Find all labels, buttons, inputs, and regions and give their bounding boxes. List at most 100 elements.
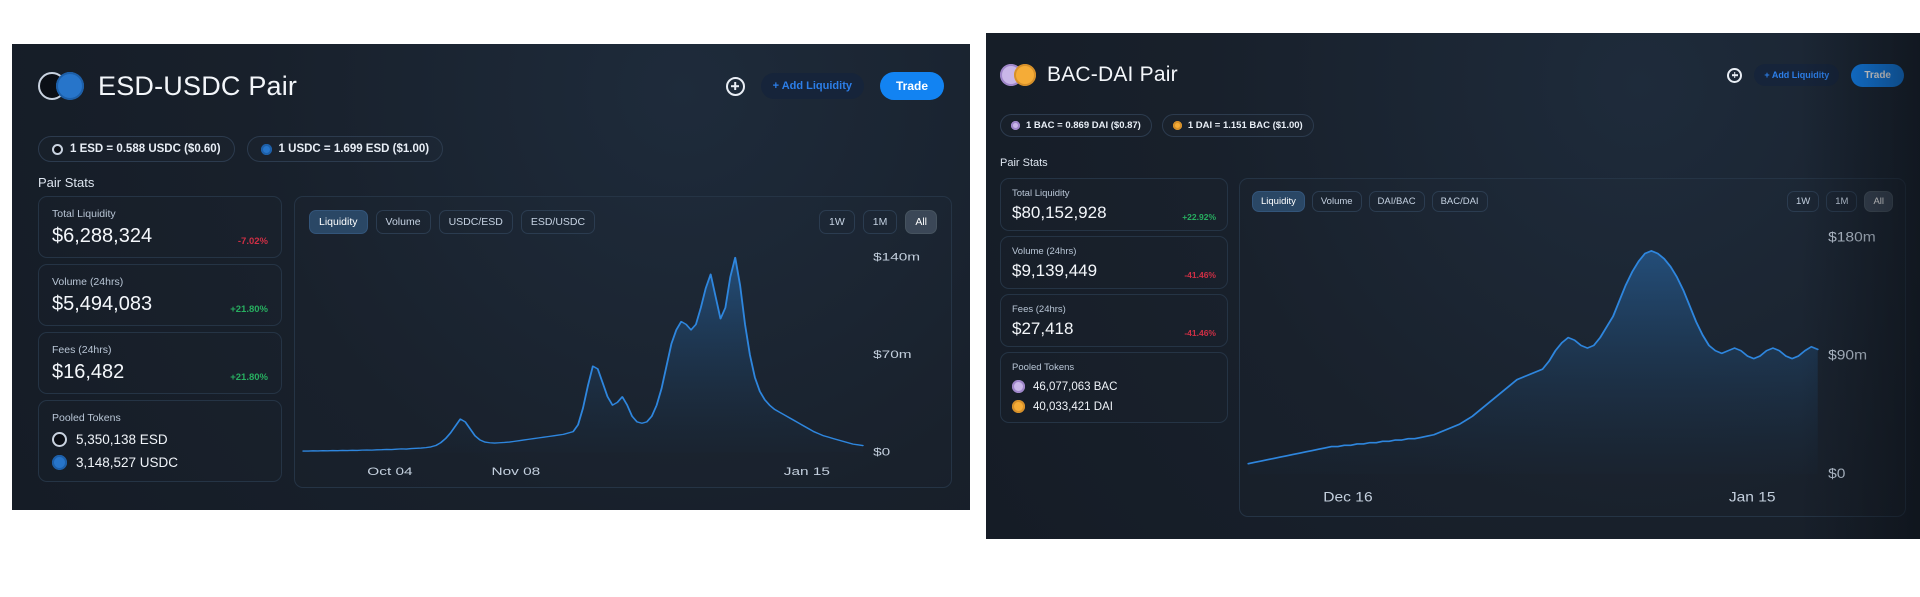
rate-pill-label: 1 BAC = 0.869 DAI ($0.87) [1026,120,1141,131]
dai-coin-icon [1014,64,1036,86]
stat-label: Fees (24hrs) [52,344,112,356]
stat-value: $6,288,324 [52,225,153,247]
stat-card-volume-24hrs: Volume (24hrs) $5,494,083 +21.80% [38,264,282,326]
svg-text:Jan 15: Jan 15 [784,465,830,478]
rate-pill-esd[interactable]: 1 ESD = 0.588 USDC ($0.60) [38,136,235,162]
svg-text:$180m: $180m [1828,230,1876,245]
chart-range-1m[interactable]: 1M [1826,191,1858,212]
stat-change: +22.92% [1182,211,1216,222]
chart-tab-dai-bac[interactable]: DAI/BAC [1368,191,1425,212]
bac-coin-icon [1012,380,1025,393]
dai-coin-icon [1012,400,1025,413]
rate-pills: 1 ESD = 0.588 USDC ($0.60) 1 USDC = 1.69… [38,136,444,162]
chart-card: Liquidity Volume USDC/ESD ESD/USDC 1W 1M… [294,196,952,488]
pooled-token-row: 40,033,421 DAI [1012,400,1216,413]
stat-value: $80,152,928 [1012,203,1107,222]
stat-card-total-liquidity: Total Liquidity $6,288,324 -7.02% [38,196,282,258]
add-liquidity-button[interactable]: + Add Liquidity [1754,64,1840,86]
rate-pill-usdc[interactable]: 1 USDC = 1.699 ESD ($1.00) [246,136,444,162]
stat-change: -41.46% [1184,327,1216,338]
svg-text:$0: $0 [873,445,890,458]
svg-text:Jan 15: Jan 15 [1729,490,1776,505]
rate-pill-label: 1 ESD = 0.588 USDC ($0.60) [70,143,221,155]
esd-coin-icon [52,432,67,447]
rate-pill-label: 1 USDC = 1.699 ESD ($1.00) [278,143,430,155]
svg-text:$0: $0 [1828,467,1845,482]
chart-range-1w[interactable]: 1W [1786,191,1820,212]
stat-label: Pooled Tokens [52,412,121,424]
pooled-token-row: 3,148,527 USDC [52,455,268,470]
pooled-token-amount: 40,033,421 DAI [1033,400,1113,413]
svg-text:$70m: $70m [873,348,911,361]
esd-coin-icon [52,143,63,155]
header-actions: + Add Liquidity Trade [725,72,944,100]
chart-range-group: 1W 1M All [818,210,937,234]
dai-coin-icon [1172,121,1182,130]
pooled-token-amount: 3,148,527 USDC [76,455,179,470]
page-title: ESD-USDC Pair [98,70,298,101]
stat-value: $9,139,449 [1012,261,1098,280]
usdc-coin-icon [56,72,84,100]
pair-stats-list: Total Liquidity $80,152,928 +22.92% Volu… [1000,178,1228,423]
panel-header: ESD-USDC Pair + Add Liquidity Trade [38,66,944,106]
trade-button[interactable]: Trade [1851,63,1904,87]
chart-toolbar: Liquidity Volume DAI/BAC BAC/DAI 1W 1M A… [1240,191,1905,212]
chart-tab-liquidity[interactable]: Liquidity [309,210,368,234]
chart-tab-bac-dai[interactable]: BAC/DAI [1431,191,1488,212]
rate-pill-bac[interactable]: 1 BAC = 0.869 DAI ($0.87) [1000,114,1152,137]
stat-value: $27,418 [1012,319,1074,338]
trade-button[interactable]: Trade [879,72,944,100]
plus-circle-icon[interactable] [725,76,745,96]
chart-range-all[interactable]: All [1864,191,1893,212]
chart-tab-liquidity[interactable]: Liquidity [1252,191,1305,212]
svg-text:Dec 16: Dec 16 [1323,490,1372,505]
pair-stats-heading: Pair Stats [1000,157,1048,169]
stat-label: Pooled Tokens [1012,362,1075,373]
page-title: BAC-DAI Pair [1047,63,1178,86]
chart-toolbar: Liquidity Volume USDC/ESD ESD/USDC 1W 1M… [295,210,951,234]
header-actions: + Add Liquidity Trade [1727,63,1904,87]
stat-label: Total Liquidity [1012,188,1070,199]
chart-range-1m[interactable]: 1M [862,210,898,234]
stat-label: Total Liquidity [52,208,116,220]
chart-tab-esd-usdc[interactable]: ESD/USDC [520,210,596,234]
rate-pill-dai[interactable]: 1 DAI = 1.151 BAC ($1.00) [1161,114,1314,137]
svg-text:$90m: $90m [1828,348,1867,363]
stat-value: $16,482 [52,361,125,383]
svg-text:Nov 08: Nov 08 [492,465,541,478]
pair-stats-heading: Pair Stats [38,175,95,190]
stat-label: Fees (24hrs) [1012,304,1066,315]
stat-change: -7.02% [237,235,268,247]
stat-label: Volume (24hrs) [52,276,124,288]
svg-text:Oct 04: Oct 04 [367,465,413,478]
chart-range-1w[interactable]: 1W [818,210,855,234]
stat-change: -41.46% [1184,269,1216,280]
pair-panel-esd-usdc: ESD-USDC Pair + Add Liquidity Trade 1 ES… [12,44,970,510]
stat-card-pooled-tokens: Pooled Tokens 46,077,063 BAC 40,033,421 … [1000,352,1228,423]
chart-card: Liquidity Volume DAI/BAC BAC/DAI 1W 1M A… [1239,178,1906,517]
pooled-token-amount: 46,077,063 BAC [1033,380,1118,393]
usdc-coin-icon [52,455,67,470]
pair-logo [38,72,84,100]
stat-label: Volume (24hrs) [1012,246,1077,257]
stat-card-total-liquidity: Total Liquidity $80,152,928 +22.92% [1000,178,1228,231]
chart-tab-volume[interactable]: Volume [1311,191,1362,212]
stat-change: +21.80% [230,303,268,315]
plus-circle-icon[interactable] [1727,67,1743,83]
pooled-token-row: 46,077,063 BAC [1012,380,1216,393]
stat-value: $5,494,083 [52,293,153,315]
usdc-coin-icon [260,143,272,155]
chart-tab-usdc-esd[interactable]: USDC/ESD [438,210,513,234]
chart-range-all[interactable]: All [905,210,937,234]
stat-card-fees-24hrs: Fees (24hrs) $16,482 +21.80% [38,332,282,394]
bac-coin-icon [1011,121,1020,130]
pooled-token-row: 5,350,138 ESD [52,432,268,447]
chart-tab-volume[interactable]: Volume [375,210,431,234]
add-liquidity-button[interactable]: + Add Liquidity [760,73,864,99]
liquidity-area-chart[interactable]: $0 $90m $180m Dec 16 Jan 15 [1240,225,1905,516]
svg-text:$140m: $140m [873,250,920,263]
stat-card-fees-24hrs: Fees (24hrs) $27,418 -41.46% [1000,294,1228,347]
liquidity-area-chart[interactable]: $0 $70m $140m Oct 04 Nov 08 Jan 15 [295,247,951,487]
rate-pill-label: 1 DAI = 1.151 BAC ($1.00) [1187,120,1303,131]
